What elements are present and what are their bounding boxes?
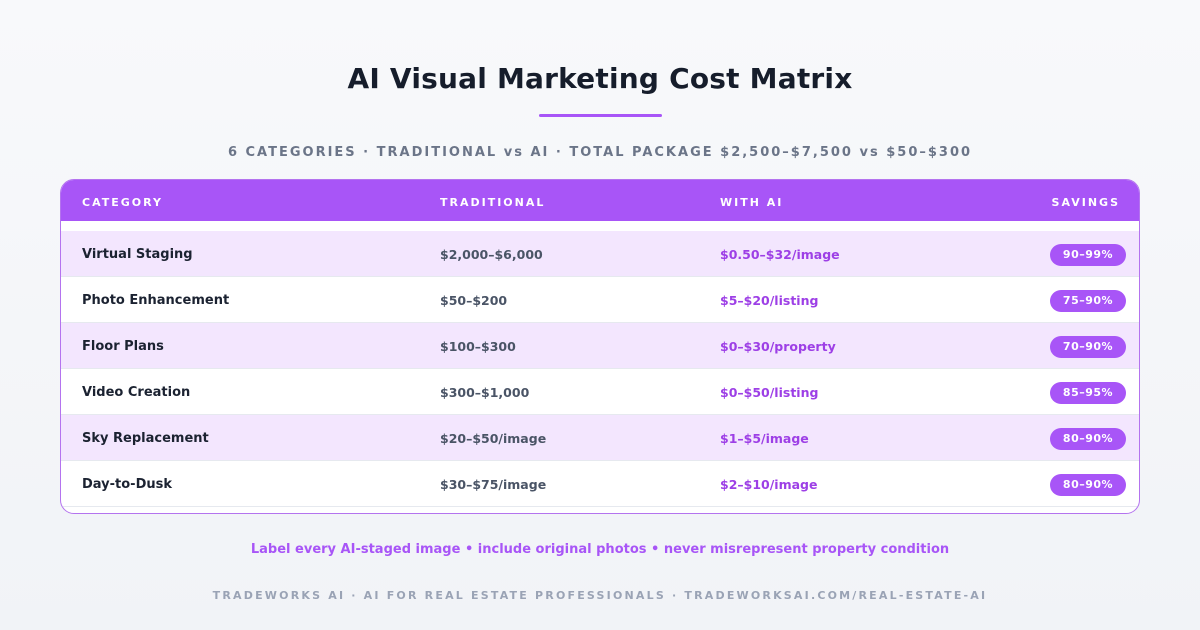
- row-traditional-cost: $20–$50/image: [440, 431, 547, 446]
- row-ai-cost: $1–$5/image: [720, 431, 809, 446]
- header-category: CATEGORY: [82, 196, 163, 209]
- row-ai-cost: $5–$20/listing: [720, 293, 819, 308]
- table-row: Virtual Staging $2,000–$6,000 $0.50–$32/…: [61, 231, 1139, 277]
- row-traditional-cost: $100–$300: [440, 339, 516, 354]
- row-category: Photo Enhancement: [82, 293, 230, 308]
- savings-badge: 75–90%: [1050, 290, 1126, 312]
- disclosure-note: Label every AI-staged image • include or…: [250, 542, 950, 557]
- row-traditional-cost: $300–$1,000: [440, 385, 530, 400]
- row-ai-cost: $2–$10/image: [720, 477, 818, 492]
- row-category: Virtual Staging: [82, 247, 193, 262]
- row-ai-cost: $0.50–$32/image: [720, 247, 840, 262]
- table-row: Video Creation $300–$1,000 $0–$50/listin…: [61, 369, 1139, 415]
- row-ai-cost: $0–$30/property: [720, 339, 836, 354]
- header-traditional: TRADITIONAL: [440, 196, 546, 209]
- page-subtitle: 6 CATEGORIES · TRADITIONAL vs AI · TOTAL…: [227, 145, 973, 160]
- savings-badge: 85–95%: [1050, 382, 1126, 404]
- table-row: Photo Enhancement $50–$200 $5–$20/listin…: [61, 277, 1139, 323]
- cost-matrix-table: CATEGORY TRADITIONAL WITH AI SAVINGS Vir…: [60, 179, 1140, 514]
- row-ai-cost: $0–$50/listing: [720, 385, 819, 400]
- row-traditional-cost: $2,000–$6,000: [440, 247, 543, 262]
- title-underline: [539, 114, 662, 117]
- header-savings: SAVINGS: [1051, 196, 1120, 209]
- table-row: Day-to-Dusk $30–$75/image $2–$10/image 8…: [61, 461, 1139, 507]
- savings-badge: 90–99%: [1050, 244, 1126, 266]
- table-row: Floor Plans $100–$300 $0–$30/property 70…: [61, 323, 1139, 369]
- row-category: Sky Replacement: [82, 431, 209, 446]
- row-traditional-cost: $50–$200: [440, 293, 508, 308]
- footer-credits: TRADEWORKS AI · AI FOR REAL ESTATE PROFE…: [212, 589, 988, 602]
- row-category: Video Creation: [82, 385, 191, 400]
- page-title: AI Visual Marketing Cost Matrix: [347, 62, 853, 95]
- table-header: CATEGORY TRADITIONAL WITH AI SAVINGS: [61, 180, 1139, 221]
- savings-badge: 80–90%: [1050, 428, 1126, 450]
- savings-badge: 80–90%: [1050, 474, 1126, 496]
- header-with-ai: WITH AI: [720, 196, 784, 209]
- row-category: Floor Plans: [82, 339, 164, 354]
- table-row: Sky Replacement $20–$50/image $1–$5/imag…: [61, 415, 1139, 461]
- savings-badge: 70–90%: [1050, 336, 1126, 358]
- row-traditional-cost: $30–$75/image: [440, 477, 547, 492]
- row-category: Day-to-Dusk: [82, 477, 173, 492]
